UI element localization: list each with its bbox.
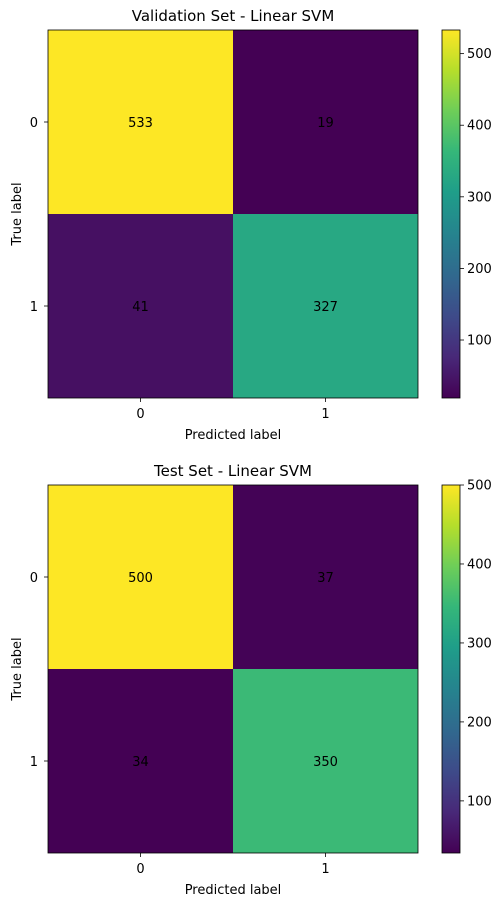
cell-value-0-0: 533	[128, 116, 153, 131]
colorbar-tick-label: 200	[467, 715, 492, 730]
y-axis-label: True label	[10, 182, 25, 246]
colorbar-gradient	[441, 29, 461, 399]
colorbar-tick-label: 100	[467, 794, 492, 809]
cell-1-0	[48, 214, 233, 398]
x-tick-label: 0	[136, 862, 144, 877]
x-tick-label: 1	[321, 862, 329, 877]
colorbar-tick-label: 500	[467, 479, 492, 494]
x-axis-label: Predicted label	[185, 428, 282, 443]
cell-1-1	[233, 214, 418, 398]
chart-title: Test Set - Linear SVM	[153, 462, 312, 480]
y-tick-label: 0	[30, 571, 38, 586]
colorbar-tick-label: 200	[467, 262, 492, 277]
x-axis-label: Predicted label	[185, 883, 282, 898]
chart-title: Validation Set - Linear SVM	[132, 7, 335, 25]
colorbar: 100 200 300 400 500	[441, 479, 492, 854]
colorbar-gradient	[441, 484, 461, 854]
cell-value-0-1: 19	[317, 116, 334, 131]
plot-frame	[47, 29, 419, 399]
plot-frame	[47, 484, 419, 854]
x-tick-label: 0	[136, 407, 144, 422]
colorbar-tick-label: 100	[467, 334, 492, 349]
colorbar-tick-label: 500	[467, 47, 492, 62]
colorbar-tick-label: 400	[467, 557, 492, 572]
cell-0-1	[233, 30, 418, 214]
cell-0-1	[233, 485, 418, 669]
colorbar-tick-label: 400	[467, 119, 492, 134]
y-tick-label: 0	[30, 116, 38, 131]
cell-0-0	[48, 30, 233, 214]
cell-value-0-0: 500	[128, 571, 153, 586]
confusion-matrix-test: Test Set - Linear SVM 500 37 34 350 0 1 …	[10, 462, 492, 898]
cell-value-1-0: 41	[132, 300, 149, 315]
colorbar-tick-label: 300	[467, 636, 492, 651]
colorbar-ticks: 100 200 300 400 500	[460, 47, 492, 349]
y-axis-label: True label	[10, 637, 25, 701]
colorbar-tick-label: 300	[467, 190, 492, 205]
colorbar-ticks: 100 200 300 400 500	[460, 479, 492, 809]
cell-value-1-1: 327	[313, 300, 338, 315]
cell-0-0	[48, 485, 233, 669]
confusion-matrix-validation: Validation Set - Linear SVM 533 19 41 32…	[10, 7, 492, 443]
colorbar: 100 200 300 400 500	[441, 29, 492, 399]
cell-value-0-1: 37	[317, 571, 334, 586]
x-tick-label: 1	[321, 407, 329, 422]
cell-1-0	[48, 669, 233, 853]
cell-1-1	[233, 669, 418, 853]
y-tick-label: 1	[30, 755, 38, 770]
cell-value-1-1: 350	[313, 755, 338, 770]
cell-value-1-0: 34	[132, 755, 149, 770]
y-tick-label: 1	[30, 300, 38, 315]
